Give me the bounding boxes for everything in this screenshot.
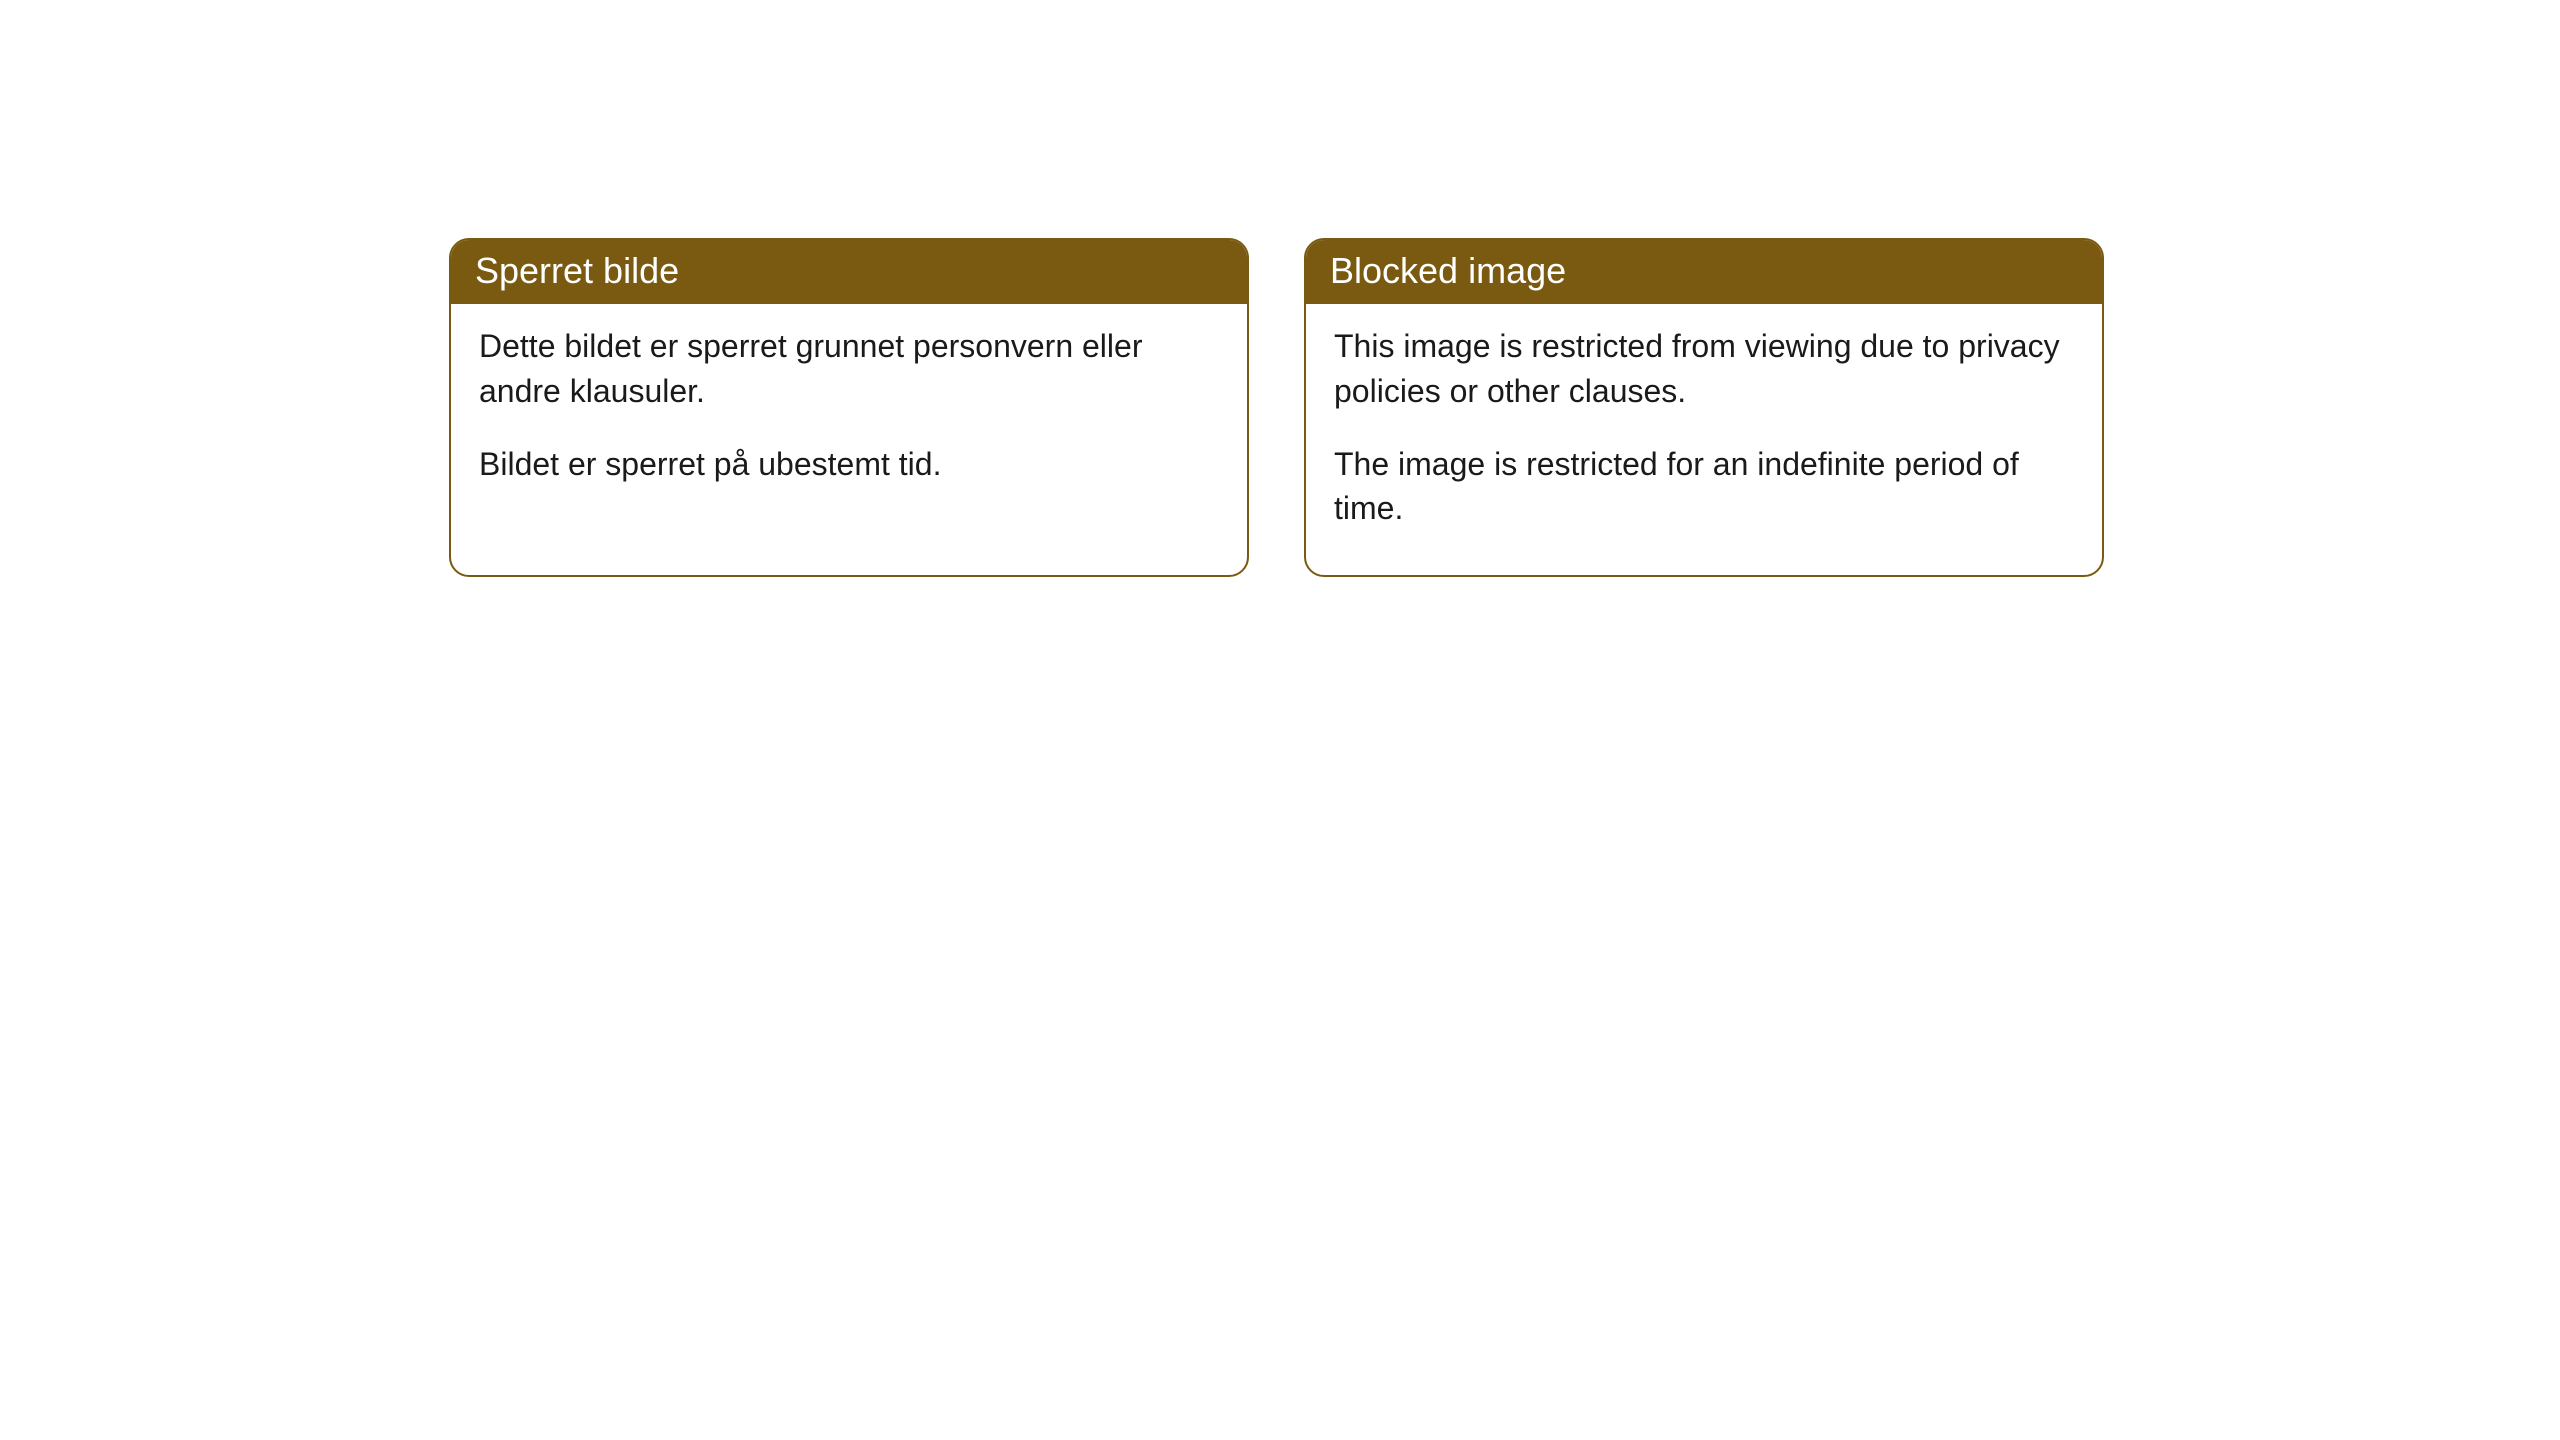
card-title: Sperret bilde [475,250,679,291]
card-header: Blocked image [1306,240,2102,304]
notice-card-norwegian: Sperret bilde Dette bildet er sperret gr… [449,238,1249,577]
card-paragraph: Dette bildet er sperret grunnet personve… [479,324,1219,414]
card-body: Dette bildet er sperret grunnet personve… [451,304,1247,530]
notice-card-english: Blocked image This image is restricted f… [1304,238,2104,577]
card-body: This image is restricted from viewing du… [1306,304,2102,575]
card-paragraph: Bildet er sperret på ubestemt tid. [479,442,1219,487]
notice-container: Sperret bilde Dette bildet er sperret gr… [449,238,2104,577]
card-paragraph: The image is restricted for an indefinit… [1334,442,2074,532]
card-header: Sperret bilde [451,240,1247,304]
card-paragraph: This image is restricted from viewing du… [1334,324,2074,414]
card-title: Blocked image [1330,250,1566,291]
